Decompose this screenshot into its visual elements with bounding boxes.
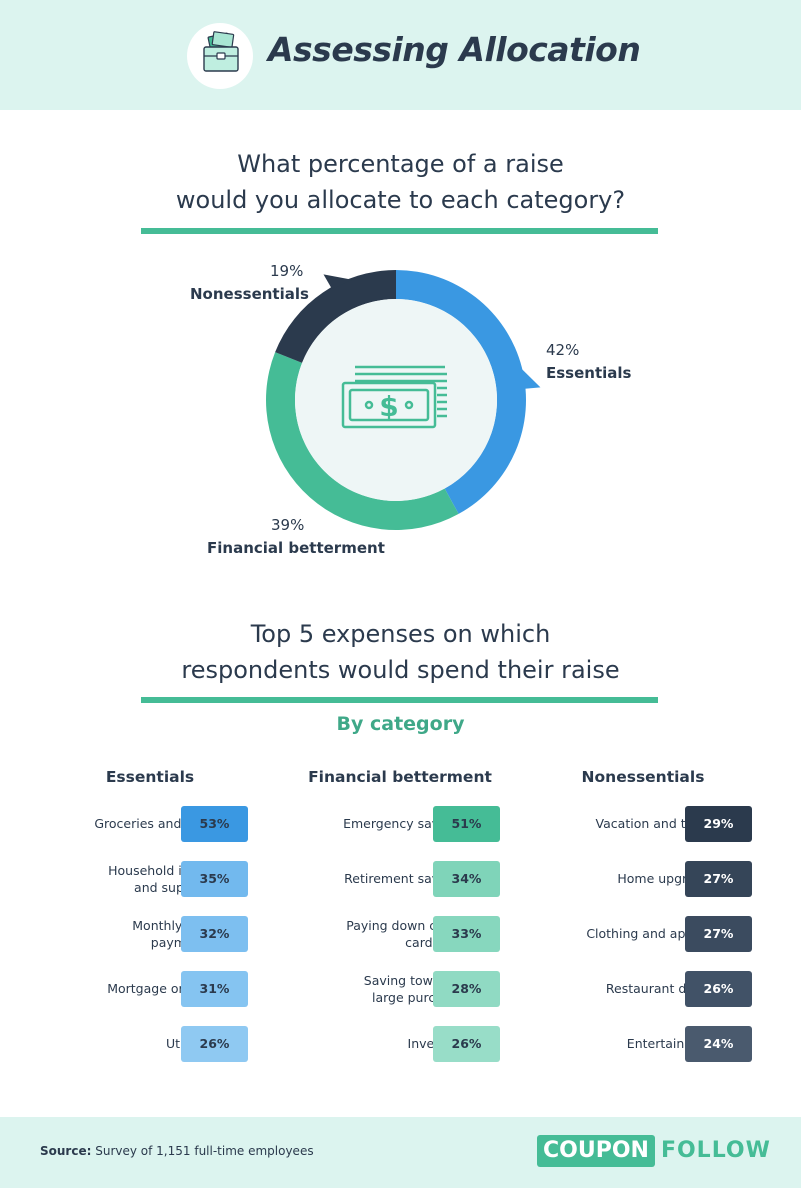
- expenses-title-line1: Top 5 expenses on which: [250, 620, 551, 648]
- expense-value-box: 26%: [433, 1026, 500, 1062]
- allocation-donut-chart: $: [265, 270, 541, 530]
- expense-value-box: 35%: [181, 861, 248, 897]
- expense-label: Clothing and apparel: [586, 926, 717, 941]
- logo-part2: FOLLOW: [660, 1138, 771, 1163]
- expense-value-box: 32%: [181, 916, 248, 952]
- brand-logo: COUPON FOLLOW: [537, 1135, 771, 1167]
- page-title: Assessing Allocation: [268, 30, 641, 69]
- dollar-sign-glyph: $: [379, 390, 398, 423]
- donut-pct-essentials: 42%: [546, 341, 580, 359]
- expense-value-box: 33%: [433, 916, 500, 952]
- column-head-nonessentials: Nonessentials: [581, 768, 705, 786]
- donut-pct-financial: 39%: [271, 516, 305, 534]
- expenses-section-title: Top 5 expenses on which respondents woul…: [0, 616, 801, 688]
- source-label: Source:: [40, 1144, 92, 1158]
- expense-value-box: 27%: [685, 916, 752, 952]
- donut-cat-nonessentials: Nonessentials: [190, 285, 309, 303]
- expense-value-box: 28%: [433, 971, 500, 1007]
- column-head-financial-betterment: Financial betterment: [308, 768, 492, 786]
- donut-center: [295, 299, 497, 501]
- donut-section-title: What percentage of a raise would you all…: [0, 146, 801, 218]
- donut-label-essentials: 42% Essentials: [546, 339, 631, 385]
- donut-slice-financial-betterment: [265, 352, 459, 530]
- source-text: Survey of 1,151 full-time employees: [95, 1144, 314, 1158]
- donut-title-line2: would you allocate to each category?: [175, 186, 626, 214]
- expense-value-box: 29%: [685, 806, 752, 842]
- donut-slice-nonessentials: [275, 270, 396, 363]
- donut-cat-financial: Financial betterment: [207, 539, 385, 557]
- briefcase-money-icon: [187, 23, 253, 89]
- column-head-essentials: Essentials: [105, 768, 195, 786]
- donut-callout-essentials: [519, 366, 541, 389]
- donut-title-rule: [141, 228, 658, 234]
- money-bill-icon: [341, 365, 447, 429]
- donut-label-financial: 39% Financial betterment: [207, 514, 385, 560]
- expense-value-box: 34%: [433, 861, 500, 897]
- source-note: Source: Survey of 1,151 full-time employ…: [40, 1144, 314, 1158]
- donut-cat-essentials: Essentials: [546, 364, 632, 382]
- footer: Source: Survey of 1,151 full-time employ…: [0, 1117, 801, 1188]
- donut-callout-nonessentials: [323, 274, 353, 290]
- expense-value-box: 26%: [685, 971, 752, 1007]
- expense-value-box: 51%: [433, 806, 500, 842]
- logo-part1: COUPON: [537, 1135, 655, 1167]
- expense-value-box: 24%: [685, 1026, 752, 1062]
- header-banner: Assessing Allocation: [0, 0, 801, 110]
- donut-pct-nonessentials: 19%: [270, 262, 304, 280]
- expenses-title-rule: [141, 697, 658, 703]
- expense-value-box: 27%: [685, 861, 752, 897]
- donut-slice-essentials: [396, 270, 527, 514]
- expense-value-box: 31%: [181, 971, 248, 1007]
- expenses-subtitle: By category: [336, 713, 465, 735]
- expense-value-box: 26%: [181, 1026, 248, 1062]
- donut-title-line1: What percentage of a raise: [237, 150, 564, 178]
- expenses-title-line2: respondents would spend their raise: [181, 656, 620, 684]
- donut-label-nonessentials: 19% Nonessentials: [190, 260, 309, 306]
- expense-value-box: 53%: [181, 806, 248, 842]
